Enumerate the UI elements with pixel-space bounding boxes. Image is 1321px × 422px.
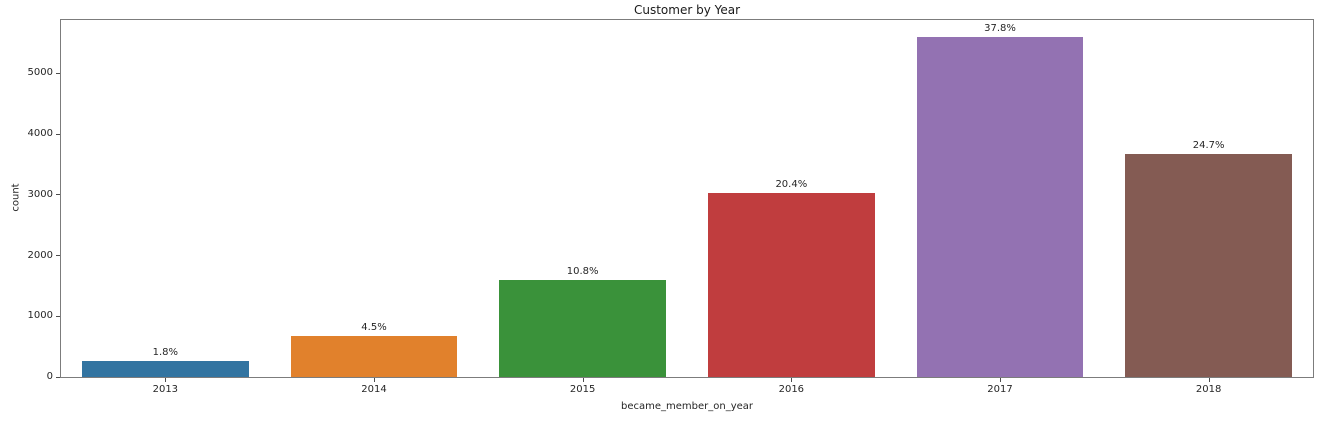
y-tick-label-3000: 3000 xyxy=(27,188,53,200)
y-tick-mark-0 xyxy=(56,376,60,378)
x-tick-mark-2014 xyxy=(374,378,375,382)
y-tick-mark-3000 xyxy=(56,194,60,196)
plot-area xyxy=(60,19,1314,378)
x-tick-label-2017: 2017 xyxy=(987,384,1013,395)
x-tick-label-2013: 2013 xyxy=(152,384,179,395)
bar-value-label-2016: 20.4% xyxy=(775,179,808,191)
chart-title: Customer by Year xyxy=(633,3,741,17)
bar-2016 xyxy=(707,193,875,377)
bar-2018 xyxy=(1125,154,1293,377)
x-tick-mark-2015 xyxy=(582,378,584,382)
x-tick-mark-2013 xyxy=(165,378,167,382)
bar-value-label-2013: 1.8% xyxy=(152,346,179,358)
bar-value-label-2015: 10.8% xyxy=(566,266,599,278)
x-tick-label-2018: 2018 xyxy=(1195,384,1222,395)
x-tick-label-2015: 2015 xyxy=(569,384,596,395)
bar-value-label-2014: 4.5% xyxy=(361,322,387,334)
y-tick-mark-4000 xyxy=(56,133,60,135)
bars-layer xyxy=(61,20,1313,377)
y-tick-label-5000: 5000 xyxy=(27,67,53,79)
bar-2015 xyxy=(499,280,667,377)
x-tick-mark-2017 xyxy=(1000,378,1001,382)
bar-value-label-2017: 37.8% xyxy=(984,23,1016,35)
bar-2017 xyxy=(916,37,1084,377)
bar-value-label-2018: 24.7% xyxy=(1192,140,1225,152)
y-tick-label-4000: 4000 xyxy=(27,128,53,140)
y-tick-mark-5000 xyxy=(56,72,60,74)
y-tick-mark-2000 xyxy=(56,255,60,257)
x-tick-label-2014: 2014 xyxy=(361,384,387,395)
x-tick-mark-2016 xyxy=(791,378,793,382)
y-tick-label-0: 0 xyxy=(46,371,53,382)
bar-2014 xyxy=(290,336,458,377)
y-tick-mark-1000 xyxy=(56,315,60,317)
bar-2013 xyxy=(81,360,249,377)
y-tick-label-1000: 1000 xyxy=(27,310,53,322)
x-tick-mark-2018 xyxy=(1208,378,1210,382)
x-axis-label: became_member_on_year xyxy=(620,401,754,412)
y-tick-label-2000: 2000 xyxy=(27,249,53,261)
x-tick-label-2016: 2016 xyxy=(778,384,805,395)
